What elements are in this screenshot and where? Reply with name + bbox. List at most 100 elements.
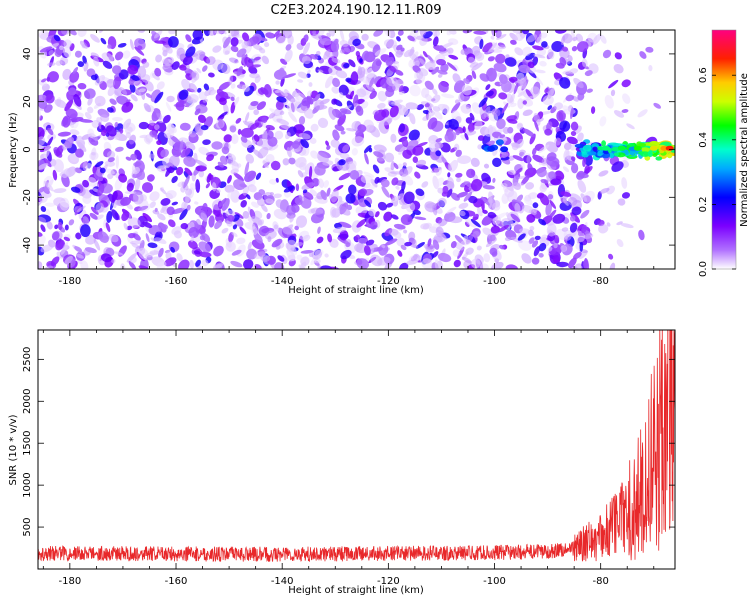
heatmap-cell [491,108,501,117]
heatmap-cell [164,257,177,267]
heatmap-signal-cell [666,153,673,159]
heatmap-cell [315,50,321,56]
heatmap-cell [324,253,329,258]
heatmap-cell [388,65,397,73]
heatmap-cell [584,257,590,269]
heatmap-cell [218,197,227,208]
snr-background [38,330,675,569]
heatmap-cell [577,172,589,179]
heatmap-cell [401,180,406,192]
heatmap-cell [614,52,622,60]
colorbar-tick-label: 0.4 [698,132,709,148]
heatmap-cell [286,249,296,262]
heatmap-cell [297,170,304,178]
heatmap-cell [75,148,84,158]
heatmap-cell [310,123,319,132]
heatmap-cell [215,119,225,129]
heatmap-cell [373,30,384,37]
heatmap-cell [639,51,647,59]
heatmap-cell [267,136,278,147]
heatmap-cell [212,45,222,53]
heatmap-cell [295,215,308,228]
heatmap-cell [433,233,446,243]
heatmap-cell [303,34,309,43]
heatmap-cell [317,117,329,129]
heatmap-cell [621,192,631,199]
x-tick-label: -160 [165,276,188,287]
heatmap-cell [586,88,593,93]
heatmap-cell [416,70,424,80]
heatmap-cell [112,76,122,90]
heatmap-cell [570,163,579,174]
heatmap-cell [339,108,352,115]
heatmap-cell [412,156,419,163]
heatmap-cell [409,84,421,97]
heatmap-cell [90,52,100,59]
heatmap-cell [216,188,221,194]
heatmap-cell [72,67,79,74]
heatmap-cell [435,150,442,157]
heatmap-cell [546,172,552,182]
heatmap-cell [188,227,200,238]
heatmap-cell [100,253,112,263]
heatmap-signal-cell [609,152,614,159]
heatmap-cell [285,132,291,140]
heatmap-cell [617,198,626,206]
heatmap-cell [63,46,72,58]
heatmap-cell [403,229,408,234]
heatmap-cell [453,259,461,268]
heatmap-signal-cell [587,151,597,156]
heatmap-cell [64,136,74,148]
heatmap-signal-cell [576,150,583,156]
heatmap-cell [516,72,525,81]
heatmap-signal-cell [592,146,598,152]
heatmap-cell [185,34,192,43]
heatmap-cell [439,45,445,51]
heatmap-cell [275,100,284,110]
heatmap-cell [536,192,545,199]
heatmap-cell [80,224,91,238]
y-tick-label: 2000 [22,389,33,414]
heatmap-cell [339,230,349,241]
heatmap-cell [389,105,399,118]
heatmap-cell [123,222,129,231]
heatmap-cell [512,155,524,162]
heatmap-cell [275,199,284,209]
heatmap-cell [330,40,340,53]
heatmap-cell [471,102,481,114]
heatmap-cell [483,106,491,118]
chart-title: C2E3.2024.190.12.11.R09 [270,3,441,18]
heatmap-cell [572,36,578,42]
heatmap-cell [492,157,502,168]
y-tick-label: 20 [22,95,33,108]
heatmap-cell [165,102,172,112]
heatmap-cell [74,167,83,174]
heatmap-cell [253,56,261,61]
heatmap-cell [546,152,557,162]
heatmap-cell [195,179,201,193]
heatmap-cell [554,170,565,181]
heatmap-cell [433,110,443,120]
heatmap-cell [466,168,476,179]
heatmap-cell [374,48,387,56]
heatmap-cell [622,93,631,104]
heatmap-cell [116,95,129,105]
heatmap-cell [133,80,143,87]
heatmap-cell [282,158,290,166]
heatmap-cell [568,257,577,269]
heatmap-cell [87,128,95,138]
heatmap-cell [330,189,339,203]
heatmap-cell [437,73,443,78]
heatmap-cell [418,58,427,66]
heatmap-cell [48,49,54,56]
x-tick-label: -80 [593,276,609,287]
heatmap-cell [236,66,243,77]
heatmap-cell [324,75,334,89]
heatmap-cell [38,190,42,197]
heatmap-cell [204,116,213,128]
heatmap-cell [165,192,174,200]
heatmap-cell [514,202,521,214]
heatmap-cell [548,244,563,256]
heatmap-cell [138,88,146,93]
heatmap-signal-cell [591,143,599,149]
